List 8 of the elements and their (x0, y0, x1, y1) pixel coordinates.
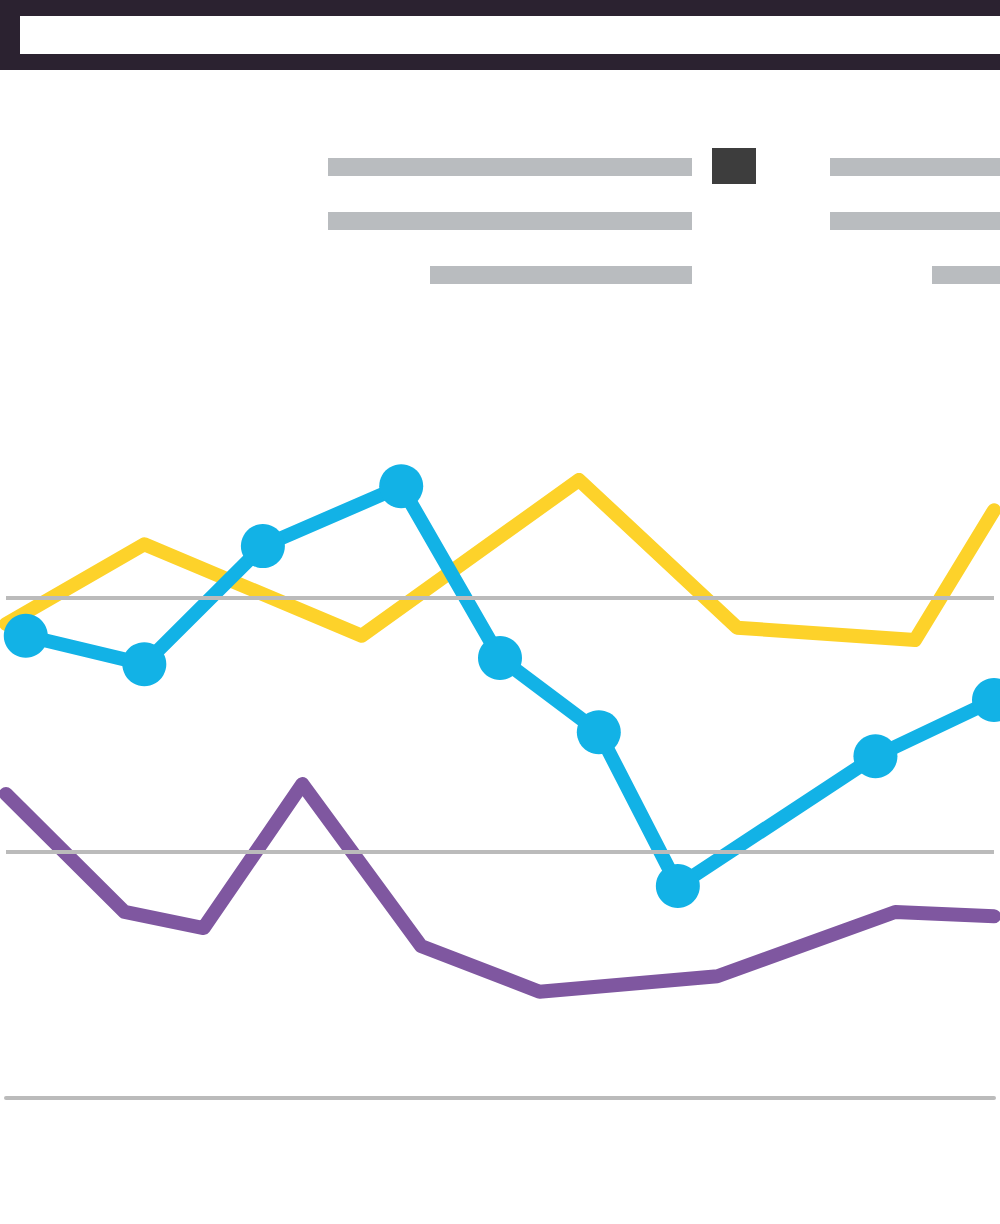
point (379, 464, 424, 509)
point (478, 635, 522, 680)
point (853, 734, 898, 779)
point (3, 613, 48, 658)
point (655, 864, 700, 909)
point (576, 710, 621, 755)
point (240, 524, 285, 569)
point (122, 642, 167, 687)
